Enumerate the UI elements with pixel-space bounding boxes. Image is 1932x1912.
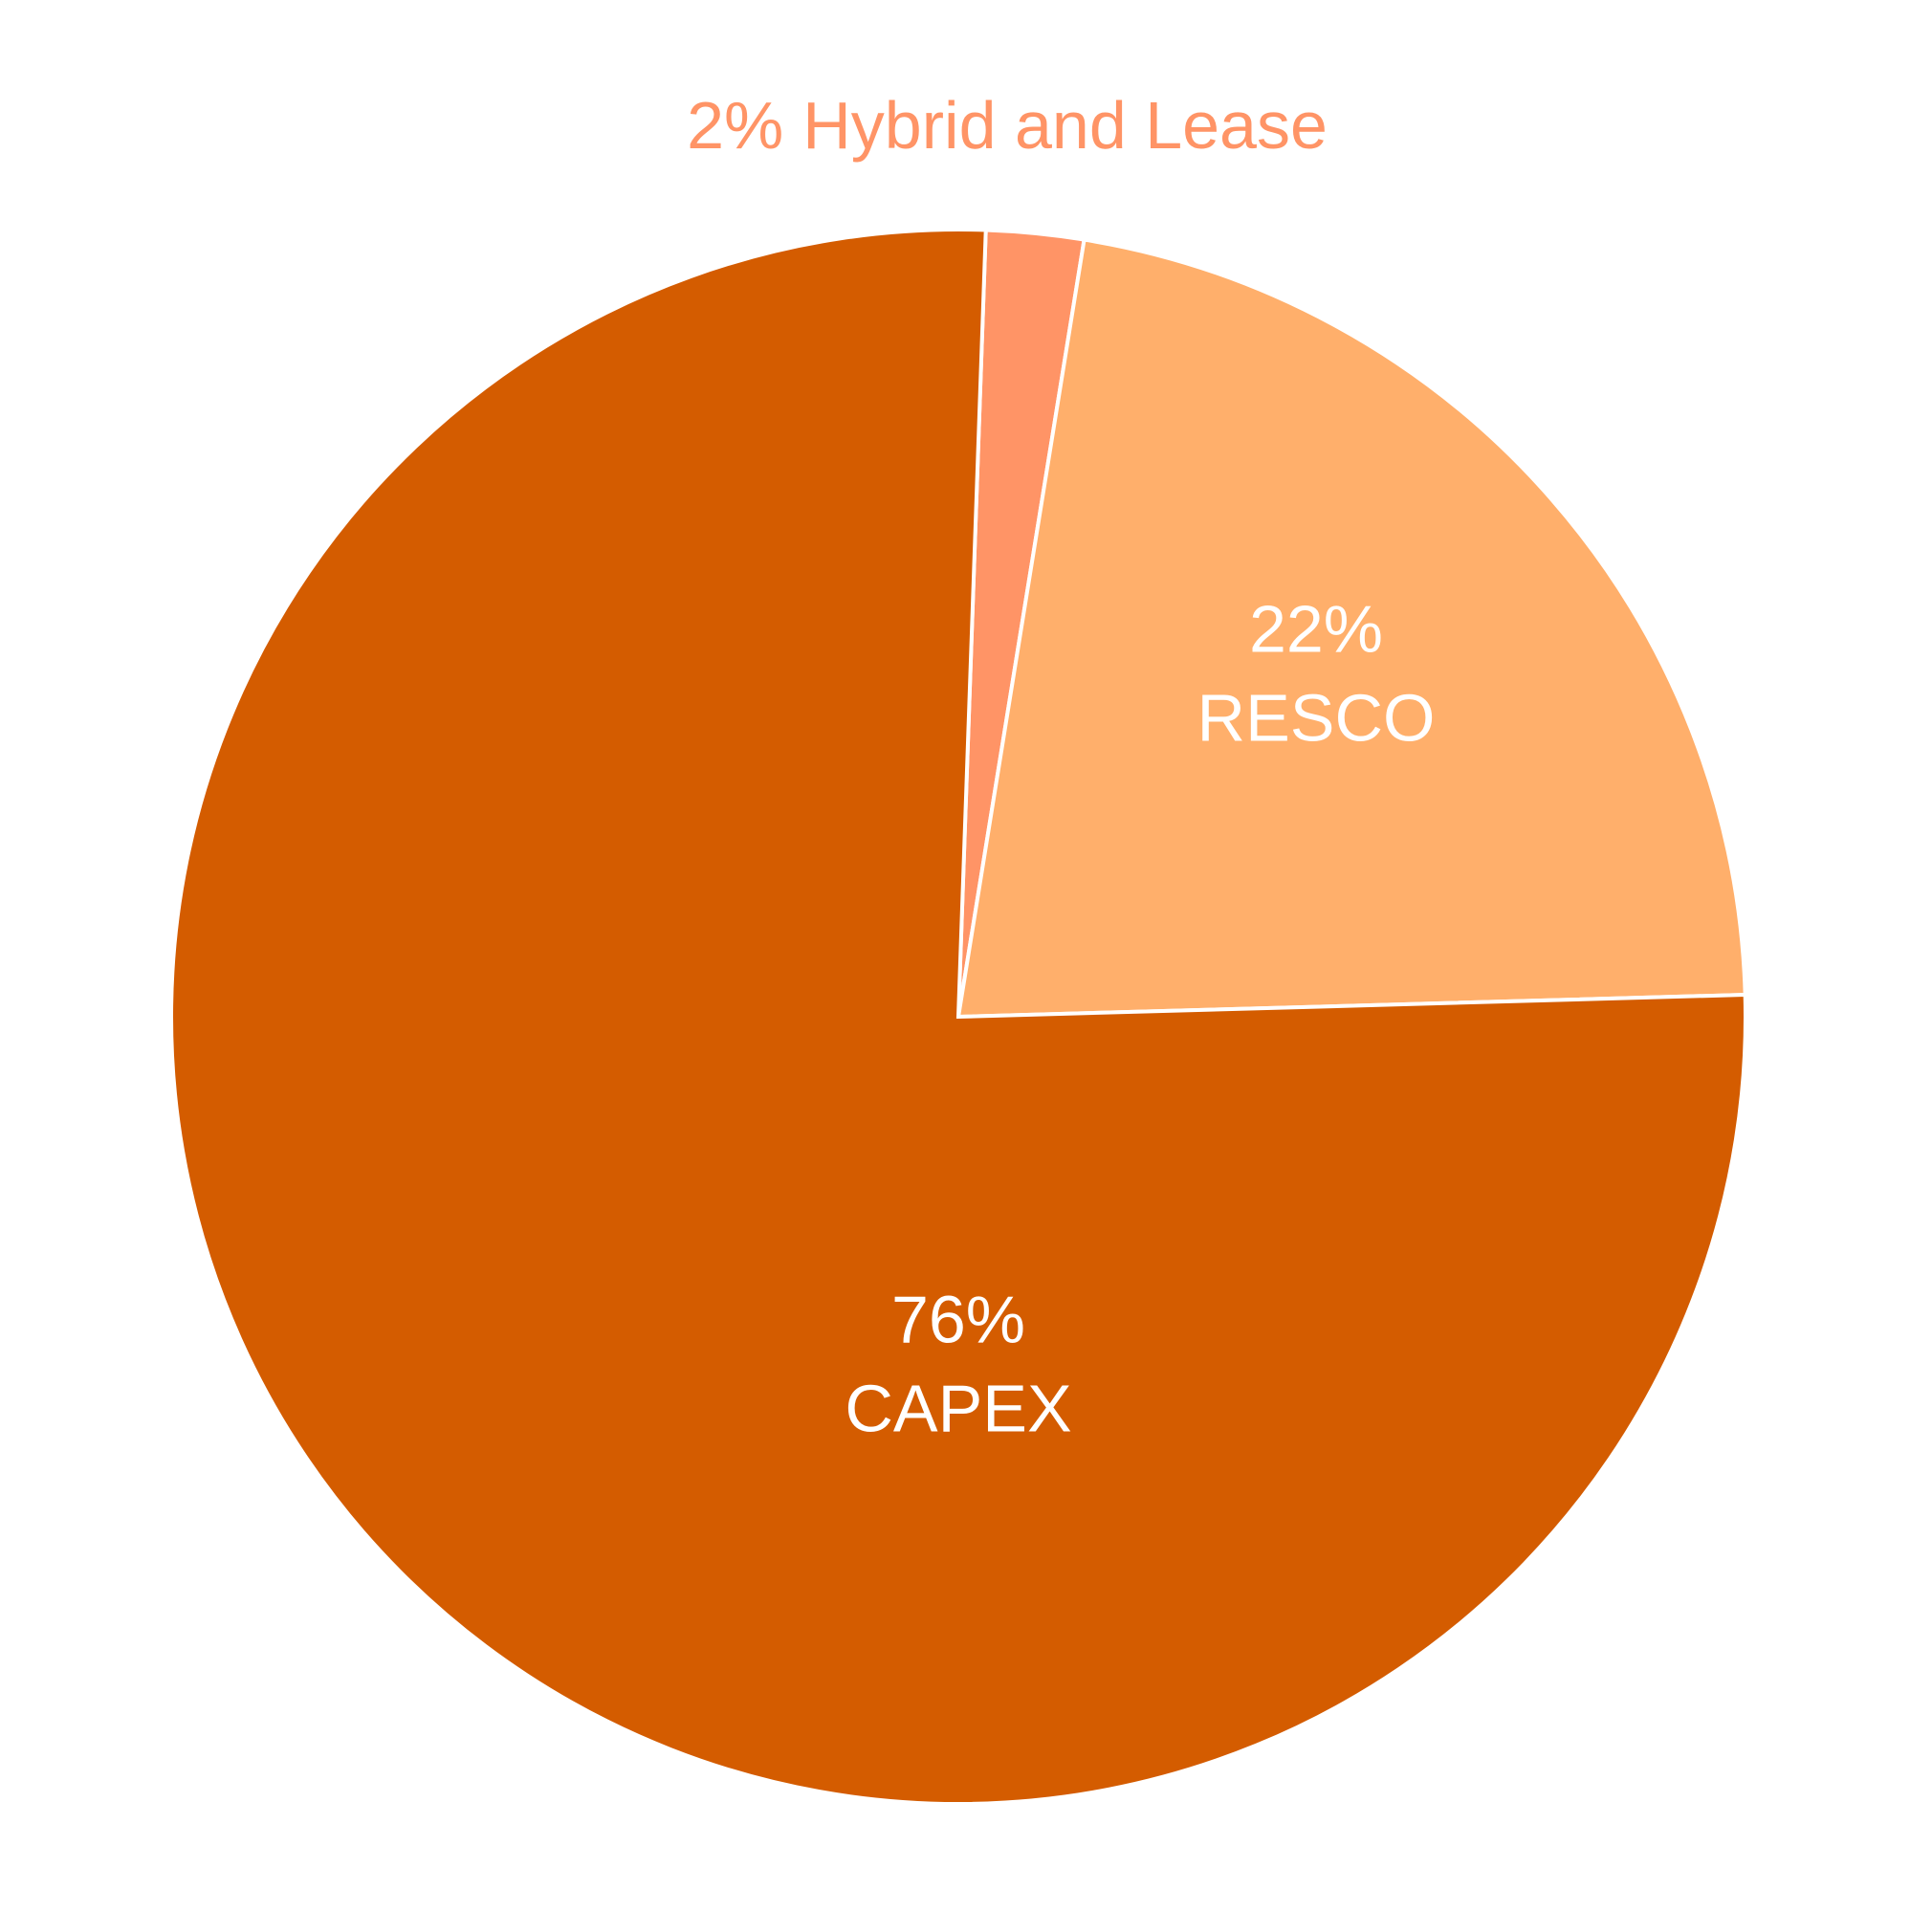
pie-slice <box>169 228 1748 1806</box>
slice-label: 2% Hybrid and Lease <box>687 88 1328 163</box>
category-label: Hybrid and Lease <box>802 88 1328 163</box>
category-label: RESCO <box>1197 680 1436 755</box>
value-label: 22% <box>1249 591 1383 666</box>
value-label: 2% <box>687 88 783 163</box>
category-label: CAPEX <box>845 1371 1071 1445</box>
pie-slice <box>955 237 1747 1020</box>
value-label: 76% <box>891 1282 1025 1356</box>
